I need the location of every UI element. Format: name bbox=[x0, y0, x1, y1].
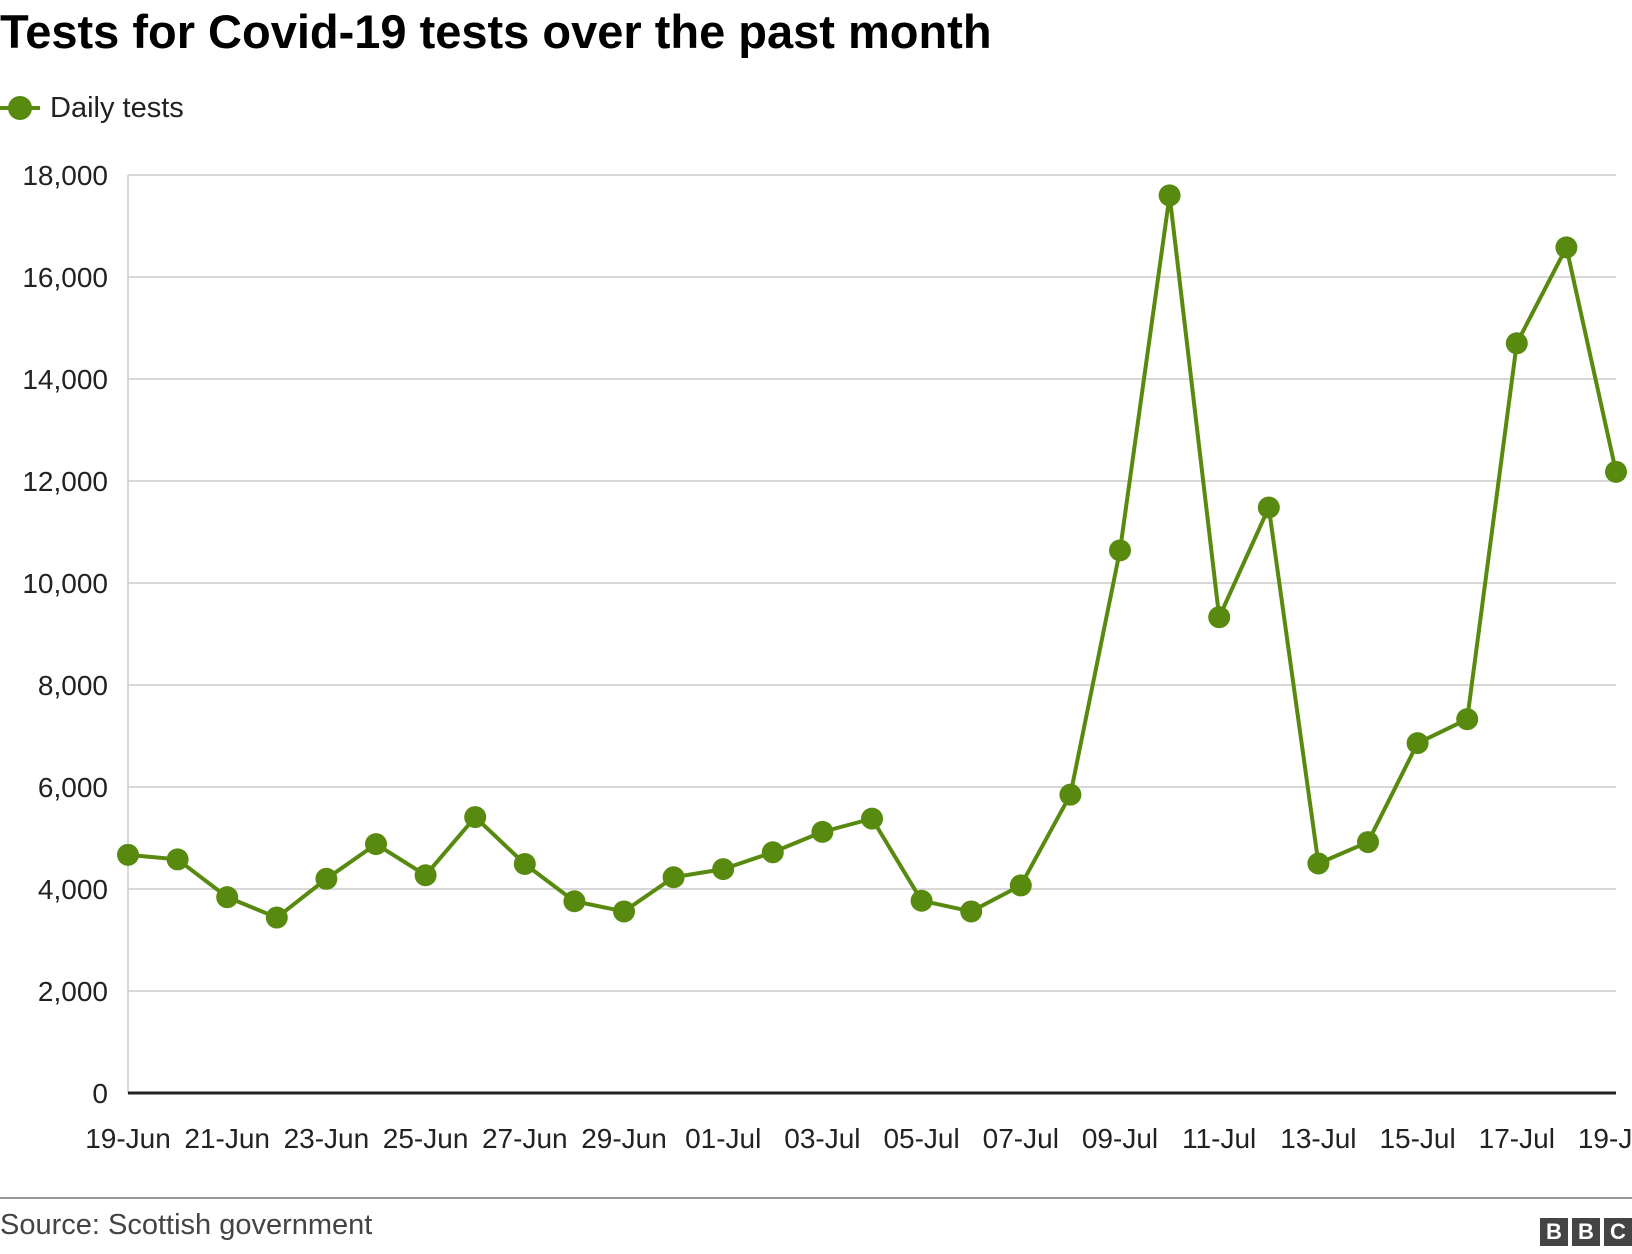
line-chart: 0 2,000 4,000 6,000 8,000 10,000 12,000 14,000 1… bbox=[22, 160, 1632, 1154]
data-point bbox=[1357, 831, 1379, 854]
data-point bbox=[166, 848, 189, 871]
legend: Daily tests bbox=[0, 88, 184, 128]
logo-block-b2: B bbox=[1572, 1218, 1600, 1246]
y-tick-label: 16,000 bbox=[22, 262, 108, 293]
y-tick-label: 6,000 bbox=[38, 772, 108, 803]
x-tick-label: 11-Jul bbox=[1182, 1123, 1256, 1154]
data-point bbox=[613, 900, 635, 923]
data-point bbox=[1059, 783, 1082, 806]
data-point bbox=[662, 866, 685, 889]
data-point bbox=[712, 858, 735, 881]
chart-title: Tests for Covid-19 tests over the past m… bbox=[0, 5, 992, 58]
data-point bbox=[1406, 732, 1429, 755]
data-point bbox=[1307, 852, 1330, 875]
data-point bbox=[1158, 184, 1181, 207]
x-tick-label: 05-Jul bbox=[883, 1123, 959, 1154]
data-point bbox=[811, 820, 834, 843]
x-tick-label: 27-Jun bbox=[482, 1123, 568, 1154]
y-tick-label: 12,000 bbox=[22, 466, 108, 497]
data-point bbox=[1109, 539, 1131, 562]
data-point bbox=[414, 864, 437, 887]
data-point bbox=[365, 833, 387, 856]
x-tick-label: 13-Jul bbox=[1280, 1123, 1356, 1154]
legend-marker-icon bbox=[0, 96, 40, 120]
data-point bbox=[216, 886, 239, 909]
logo-block-b1: B bbox=[1540, 1218, 1568, 1246]
data-point bbox=[761, 841, 784, 864]
x-tick-label: 23-Jun bbox=[284, 1123, 370, 1154]
y-tick-label: 10,000 bbox=[22, 568, 108, 599]
data-point bbox=[265, 906, 288, 929]
y-axis-ticks: 0 2,000 4,000 6,000 8,000 10,000 12,000 14,000 1… bbox=[22, 160, 108, 1109]
data-point bbox=[861, 807, 883, 830]
data-point bbox=[1257, 496, 1280, 519]
y-tick-label: 0 bbox=[92, 1078, 108, 1109]
x-tick-label: 15-Jul bbox=[1379, 1123, 1455, 1154]
y-tick-label: 4,000 bbox=[38, 874, 108, 905]
data-point bbox=[1555, 236, 1578, 259]
footer-divider bbox=[0, 1197, 1632, 1199]
bbc-logo: B B C bbox=[1540, 1218, 1632, 1246]
y-tick-label: 8,000 bbox=[38, 670, 108, 701]
data-point bbox=[1208, 606, 1231, 629]
data-point bbox=[1009, 874, 1032, 897]
x-tick-label: 09-Jul bbox=[1082, 1123, 1158, 1154]
x-tick-label: 25-Jun bbox=[383, 1123, 469, 1154]
x-tick-label: 03-Jul bbox=[784, 1123, 860, 1154]
source-note: Source: Scottish government bbox=[0, 1209, 373, 1241]
data-point bbox=[315, 867, 338, 890]
data-point bbox=[513, 853, 536, 876]
x-tick-label: 01-Jul bbox=[685, 1123, 761, 1154]
x-tick-label: 21-Jun bbox=[184, 1123, 270, 1154]
data-point bbox=[1605, 460, 1627, 483]
x-tick-label: 19-Jun bbox=[85, 1123, 171, 1154]
data-point bbox=[464, 806, 487, 829]
data-point bbox=[117, 843, 139, 866]
y-tick-label: 18,000 bbox=[22, 160, 108, 191]
data-point bbox=[1505, 332, 1528, 355]
x-tick-label: 19-Jul bbox=[1578, 1123, 1632, 1154]
y-tick-label: 2,000 bbox=[38, 976, 108, 1007]
x-tick-label: 07-Jul bbox=[983, 1123, 1059, 1154]
x-axis-ticks: 19-Jun 21-Jun 23-Jun 25-Jun 27-Jun 29-Jun 01-J… bbox=[85, 1123, 1632, 1154]
data-point bbox=[563, 890, 586, 913]
logo-block-c: C bbox=[1604, 1218, 1632, 1246]
gridlines bbox=[128, 174, 1616, 992]
y-tick-label: 14,000 bbox=[22, 364, 108, 395]
x-tick-label: 29-Jun bbox=[581, 1123, 667, 1154]
data-points bbox=[117, 184, 1627, 929]
x-tick-label: 17-Jul bbox=[1479, 1123, 1555, 1154]
data-point bbox=[910, 889, 933, 912]
legend-label: Daily tests bbox=[50, 91, 184, 124]
data-point bbox=[960, 900, 983, 923]
data-point bbox=[1456, 708, 1479, 731]
